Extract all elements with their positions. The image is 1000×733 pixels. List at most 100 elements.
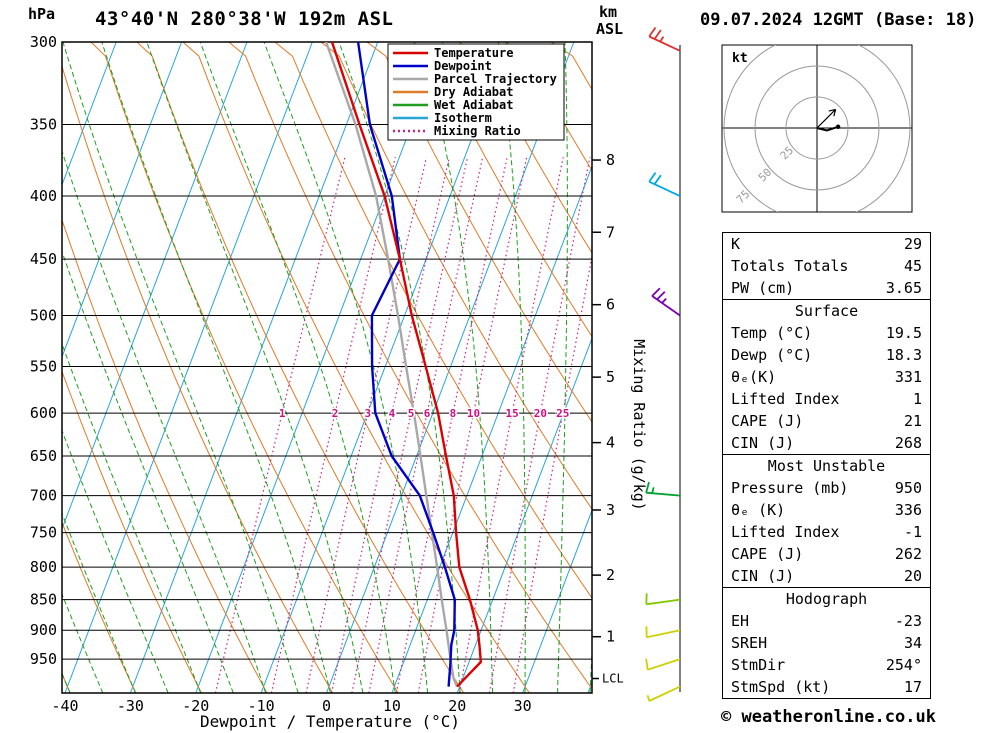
axis-tick-labels: 3003504004505005506006507007508008509009…: [30, 33, 624, 715]
mixing-ratio-values: 1 2 3 4 5 6 8 10 15 20 25: [277, 406, 571, 422]
station-title: 43°40'N 280°38'W 192m ASL: [95, 8, 394, 30]
svg-text:650: 650: [30, 447, 57, 465]
svg-text:-20: -20: [182, 697, 209, 715]
table-row-label: PW (cm): [731, 279, 795, 297]
svg-text:20: 20: [534, 407, 547, 420]
svg-text:0: 0: [322, 697, 331, 715]
table-row-value: 20: [903, 567, 922, 585]
temperature-line: [330, 42, 483, 688]
svg-text:3: 3: [365, 407, 372, 420]
skewt-field-lines: [62, 42, 592, 693]
table-row: StmSpd (kt) 17: [723, 676, 930, 698]
table-row-value: 19.5: [885, 324, 922, 342]
table-row-value: -23: [894, 612, 922, 630]
svg-text:300: 300: [30, 33, 57, 51]
pressure-gridlines: [61, 41, 593, 694]
svg-text:3: 3: [606, 501, 615, 519]
pressure-axis-unit: hPa: [28, 5, 56, 23]
svg-text:8: 8: [450, 407, 457, 420]
table-row-value: 34: [903, 634, 922, 652]
svg-text:1: 1: [279, 407, 286, 420]
table-row-label: K: [731, 235, 741, 253]
svg-text:5: 5: [408, 407, 415, 420]
svg-text:400: 400: [30, 187, 57, 205]
mixing-ratio-axis-label: Mixing Ratio (g/kg): [630, 339, 648, 511]
svg-text:-40: -40: [51, 697, 78, 715]
table-row: CIN (J) 20: [723, 565, 930, 587]
table-row-value: 268: [894, 434, 922, 452]
table-row-label: Pressure (mb): [731, 479, 849, 497]
svg-text:Temperature: Temperature: [434, 46, 513, 60]
table-row: PW (cm) 3.65: [723, 277, 930, 299]
svg-text:950: 950: [30, 650, 57, 668]
svg-text:700: 700: [30, 487, 57, 505]
table-section: K 29 Totals Totals 45 PW (cm) 3.65: [723, 233, 930, 299]
table-row-value: 254°: [885, 656, 922, 674]
svg-text:5: 5: [606, 368, 615, 386]
svg-text:20: 20: [448, 697, 466, 715]
table-row-label: CAPE (J): [731, 412, 804, 430]
svg-text:1: 1: [606, 628, 615, 646]
table-row-label: Lifted Index: [731, 523, 840, 541]
table-row-label: EH: [731, 612, 750, 630]
table-row: θₑ (K) 336: [723, 499, 930, 521]
table-row-label: Lifted Index: [731, 390, 840, 408]
table-row: Lifted Index -1: [723, 521, 930, 543]
table-row-label: CAPE (J): [731, 545, 804, 563]
svg-text:750: 750: [30, 524, 57, 542]
svg-text:Mixing Ratio: Mixing Ratio: [434, 124, 521, 138]
svg-text:800: 800: [30, 558, 57, 576]
table-row-value: 1: [912, 390, 922, 408]
svg-text:-10: -10: [248, 697, 275, 715]
svg-text:900: 900: [30, 621, 57, 639]
svg-text:7: 7: [606, 223, 615, 241]
table-row-label: θₑ (K): [731, 501, 786, 519]
svg-text:Wet Adiabat: Wet Adiabat: [434, 98, 513, 112]
svg-text:10: 10: [383, 697, 401, 715]
table-row: K 29: [723, 233, 930, 255]
table-row-label: Temp (°C): [731, 324, 813, 342]
table-row-value: 950: [894, 479, 922, 497]
table-section-title: Surface: [794, 302, 859, 320]
table-row-value: 3.65: [885, 279, 922, 297]
svg-text:30: 30: [514, 697, 532, 715]
table-row: CAPE (J) 262: [723, 543, 930, 565]
svg-text:kt: kt: [732, 51, 748, 66]
parcel-trajectory-line: [324, 42, 459, 688]
table-section: Most Unstable Pressure (mb) 950 θₑ (K) 336 Li…: [723, 454, 930, 587]
table-row-label: Totals Totals: [731, 257, 849, 275]
table-section-title: Hodograph: [785, 590, 868, 608]
table-row-value: 45: [903, 257, 922, 275]
svg-text:6: 6: [424, 407, 431, 420]
table-row-value: 262: [894, 545, 922, 563]
km-axis-unit: km: [599, 3, 618, 21]
indices-table: K 29 Totals Totals 45 PW (cm) 3.65 Surface Temp…: [722, 232, 931, 699]
table-row-value: 331: [894, 368, 922, 386]
svg-text:6: 6: [606, 296, 615, 314]
svg-text:8: 8: [606, 151, 615, 169]
table-row: CIN (J) 268: [723, 432, 930, 454]
table-row-value: 21: [903, 412, 922, 430]
svg-text:4: 4: [389, 407, 396, 420]
svg-text:Parcel Trajectory: Parcel Trajectory: [434, 72, 557, 86]
table-section-title: Most Unstable: [767, 457, 886, 475]
svg-text:500: 500: [30, 306, 57, 324]
svg-text:LCL: LCL: [602, 672, 624, 686]
run-datetime: 09.07.2024 12GMT (Base: 18): [700, 10, 977, 30]
svg-text:15: 15: [505, 407, 518, 420]
wind-barb-column: [645, 26, 681, 702]
table-row: CAPE (J) 21: [723, 410, 930, 432]
copyright: © weatheronline.co.uk: [721, 707, 936, 727]
svg-text:Isotherm: Isotherm: [434, 111, 492, 125]
svg-text:2: 2: [332, 407, 339, 420]
table-row: StmDir 254°: [723, 654, 930, 676]
svg-text:850: 850: [30, 591, 57, 609]
svg-text:Dry Adiabat: Dry Adiabat: [434, 85, 513, 99]
table-row-label: θₑ(K): [731, 368, 777, 386]
table-row-value: 17: [903, 678, 922, 696]
svg-text:25: 25: [556, 407, 569, 420]
x-axis-label: Dewpoint / Temperature (°C): [200, 712, 460, 731]
table-row-value: 18.3: [885, 346, 922, 364]
